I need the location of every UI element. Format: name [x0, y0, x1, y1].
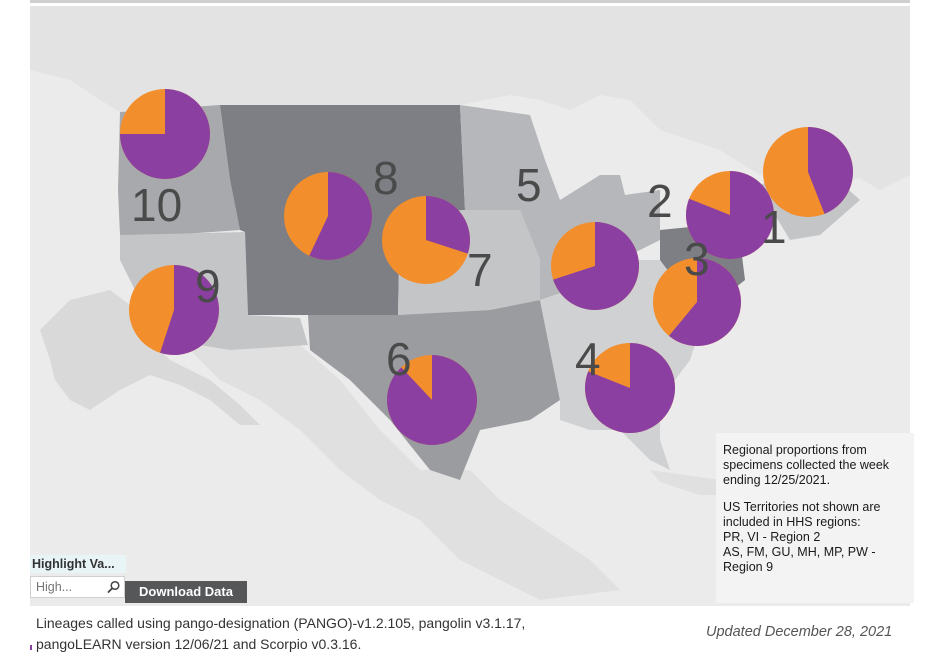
highlight-search-input[interactable] — [33, 579, 109, 595]
top-divider — [30, 0, 910, 3]
pie-slice-omicron[interactable] — [120, 89, 210, 179]
info-line: US Territories not shown are — [723, 500, 881, 514]
highlight-label: Highlight Va... — [30, 555, 126, 573]
footnote-line: pangoLEARN version 12/06/21 and Scorpio … — [36, 636, 362, 652]
alaska — [40, 290, 260, 425]
info-paragraph-territories: US Territories not shown are included in… — [723, 500, 908, 575]
search-icon[interactable] — [107, 580, 121, 594]
download-data-button[interactable]: Download Data — [125, 581, 247, 603]
pie-slice-omicron[interactable] — [668, 258, 741, 346]
region-9-pie[interactable] — [129, 265, 219, 355]
info-line: PR, VI - Region 2 — [723, 530, 821, 544]
region-8-pie[interactable] — [284, 171, 373, 260]
region-number: 3 — [684, 233, 710, 285]
region-1-pie[interactable] — [763, 127, 853, 217]
pie-slice-omicron[interactable] — [160, 265, 219, 355]
region-number: 7 — [467, 244, 493, 296]
pie-slice-omicron[interactable] — [553, 222, 640, 310]
footnote: Lineages called using pango-designation … — [36, 613, 636, 655]
canada-landmass — [30, 6, 910, 190]
region-5-pie[interactable] — [551, 222, 640, 310]
region-number: 6 — [386, 333, 412, 385]
info-panel: Regional proportions from specimens coll… — [716, 433, 914, 603]
region-6-pie[interactable] — [387, 355, 478, 445]
info-line: included in HHS regions: — [723, 515, 861, 529]
pie-slice-omicron[interactable] — [387, 355, 478, 445]
pie-slice-omicron[interactable] — [808, 127, 853, 214]
pie-slice-omicron[interactable] — [686, 171, 775, 260]
mexico — [180, 340, 620, 600]
region-2-pie[interactable] — [686, 171, 775, 260]
region-4-pie[interactable] — [585, 343, 675, 433]
region-7-pie[interactable] — [382, 196, 470, 284]
info-line: Region 9 — [723, 560, 774, 574]
region-number: 9 — [195, 260, 221, 312]
region-number: 2 — [647, 175, 673, 227]
info-line: ending 12/25/2021. — [723, 473, 831, 487]
corner-mark — [30, 645, 32, 650]
pie-slice-omicron[interactable] — [309, 171, 373, 260]
region-number: 10 — [131, 179, 182, 231]
region-number: 8 — [373, 152, 399, 204]
region-number: 5 — [516, 159, 542, 211]
great-lakes — [530, 108, 700, 218]
region-3-pie[interactable] — [653, 258, 741, 346]
info-line: specimens collected the week — [723, 458, 890, 472]
pie-slice-omicron[interactable] — [426, 196, 470, 254]
footnote-line: Lineages called using pango-designation … — [36, 615, 526, 631]
region-number: 1 — [761, 201, 787, 253]
highlight-search-box[interactable] — [30, 576, 125, 598]
region-number: 4 — [575, 333, 601, 385]
info-paragraph-proportions: Regional proportions from specimens coll… — [723, 443, 908, 488]
region-10-pie[interactable] — [120, 89, 210, 179]
pie-slice-omicron[interactable] — [585, 343, 675, 433]
pie-charts — [120, 89, 853, 445]
info-line: AS, FM, GU, MH, MP, PW - — [723, 545, 876, 559]
updated-date: Updated December 28, 2021 — [706, 624, 893, 640]
info-line: Regional proportions from — [723, 443, 867, 457]
